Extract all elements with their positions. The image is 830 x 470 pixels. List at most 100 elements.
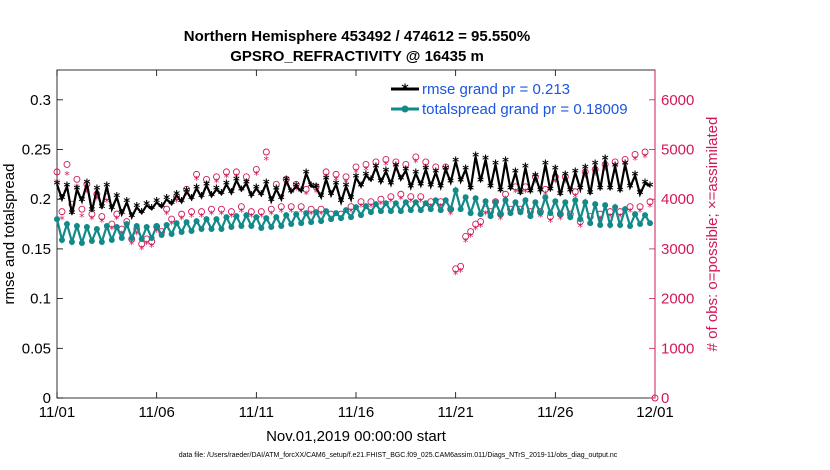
obs-assimilated-point: * bbox=[378, 199, 384, 212]
totalspread-point bbox=[233, 213, 240, 220]
obs-possible-point bbox=[541, 185, 549, 193]
rmse-point: * bbox=[203, 179, 210, 194]
totalspread-point bbox=[98, 238, 105, 245]
rmse-point: * bbox=[492, 158, 499, 173]
rmse-point: * bbox=[532, 170, 539, 185]
totalspread-point bbox=[567, 214, 574, 221]
obs-assimilated-point: * bbox=[189, 211, 195, 224]
totalspread-point bbox=[372, 201, 379, 208]
y-right-tick-label: 2000 bbox=[661, 291, 694, 308]
obs-assimilated-point: * bbox=[413, 156, 419, 169]
obs-possible-point bbox=[367, 198, 375, 206]
rmse-point: * bbox=[59, 193, 66, 208]
rmse-point: * bbox=[348, 193, 355, 208]
y-right-axis-label: # of obs: o=possible; ×=assimilated bbox=[704, 117, 721, 352]
rmse-point: * bbox=[198, 191, 205, 206]
rmse-point: * bbox=[118, 208, 125, 223]
rmse-point: * bbox=[243, 177, 250, 192]
obs-assimilated-point: * bbox=[473, 224, 479, 237]
totalspread-point bbox=[88, 237, 95, 244]
rmse-point: * bbox=[632, 169, 639, 184]
totalspread-point bbox=[243, 212, 250, 219]
obs-assimilated-point: * bbox=[144, 238, 150, 251]
rmse-point: * bbox=[358, 180, 365, 195]
rmse-point: * bbox=[627, 181, 634, 196]
rmse-point: * bbox=[143, 199, 150, 214]
totalspread-point bbox=[537, 210, 544, 217]
rmse-point: * bbox=[522, 161, 529, 176]
rmse-point: * bbox=[223, 178, 230, 193]
rmse-point: * bbox=[258, 189, 265, 204]
rmse-point: * bbox=[333, 178, 340, 193]
obs-possible-point bbox=[78, 205, 86, 213]
rmse-point: * bbox=[323, 173, 330, 188]
rmse-point: * bbox=[592, 158, 599, 173]
obs-assimilated-point: * bbox=[343, 176, 349, 189]
totalspread-point bbox=[502, 197, 509, 204]
rmse-point: * bbox=[313, 181, 320, 196]
rmse-point: * bbox=[213, 183, 220, 198]
obs-assimilated-point: * bbox=[54, 176, 60, 189]
rmse-point: * bbox=[293, 180, 300, 195]
x-tick-label: 11/01 bbox=[39, 404, 75, 421]
obs-assimilated-point: * bbox=[538, 211, 544, 224]
rmse-point: * bbox=[208, 190, 215, 205]
rmse-point: * bbox=[427, 180, 434, 195]
obs-assimilated-point: * bbox=[269, 209, 275, 222]
totalspread-point bbox=[622, 206, 629, 213]
rmse-point: * bbox=[353, 171, 360, 186]
rmse-point: * bbox=[54, 178, 61, 193]
obs-assimilated-point: * bbox=[388, 196, 394, 209]
y-left-tick-label: 0.15 bbox=[22, 241, 51, 258]
rmse-point: * bbox=[283, 174, 290, 189]
obs-possible-point bbox=[163, 205, 171, 213]
obs-possible-point bbox=[213, 173, 220, 181]
obs-assimilated-point: * bbox=[234, 171, 240, 184]
y-right-tick-label: 5000 bbox=[661, 142, 694, 159]
obs-assimilated-point: * bbox=[199, 211, 205, 224]
totalspread-point bbox=[627, 223, 634, 230]
rmse-point: * bbox=[123, 196, 130, 211]
totalspread-point bbox=[477, 211, 484, 218]
obs-possible-point bbox=[297, 203, 305, 211]
rmse-point: * bbox=[637, 188, 644, 203]
totalspread-point bbox=[417, 207, 424, 214]
totalspread-point bbox=[143, 224, 150, 231]
obs-assimilated-point: * bbox=[478, 221, 484, 234]
obs-assimilated-point: * bbox=[493, 201, 499, 214]
obs-assimilated-point: * bbox=[563, 176, 569, 189]
rmse-point: * bbox=[148, 203, 155, 218]
obs-possible-point bbox=[626, 203, 634, 211]
obs-possible-point bbox=[611, 158, 619, 166]
rmse-point: * bbox=[417, 179, 424, 194]
rmse-point: * bbox=[572, 166, 579, 181]
rmse-point: * bbox=[343, 180, 350, 195]
totalspread-point bbox=[218, 226, 225, 233]
obs-assimilated-point: * bbox=[129, 238, 135, 251]
x-tick-label: 11/06 bbox=[138, 404, 174, 421]
x-tick-label: 11/11 bbox=[239, 404, 274, 421]
obs-possible-point bbox=[287, 203, 295, 211]
obs-assimilated-point: * bbox=[533, 176, 539, 189]
rmse-point: * bbox=[432, 166, 439, 181]
obs-assimilated-point: * bbox=[139, 243, 145, 256]
obs-assimilated-point: * bbox=[154, 226, 160, 239]
totalspread-point bbox=[577, 216, 584, 223]
obs-assimilated-point: * bbox=[94, 194, 100, 207]
rmse-point: * bbox=[622, 158, 629, 173]
rmse-point: * bbox=[412, 167, 419, 182]
totalspread-point bbox=[193, 218, 200, 225]
obs-assimilated-point: * bbox=[89, 214, 95, 227]
obs-assimilated-point: * bbox=[109, 224, 115, 237]
totalspread-point bbox=[532, 199, 539, 206]
rmse-point: * bbox=[472, 150, 479, 165]
obs-possible-point bbox=[217, 205, 225, 213]
totalspread-point bbox=[562, 199, 569, 206]
rmse-point: * bbox=[218, 188, 225, 203]
obs-possible-point bbox=[247, 208, 255, 216]
rmse-point: * bbox=[597, 183, 604, 198]
totalspread-point bbox=[148, 234, 155, 241]
totalspread-point bbox=[642, 212, 649, 219]
obs-assimilated-point: * bbox=[174, 196, 180, 209]
obs-assimilated-point: * bbox=[84, 186, 90, 199]
